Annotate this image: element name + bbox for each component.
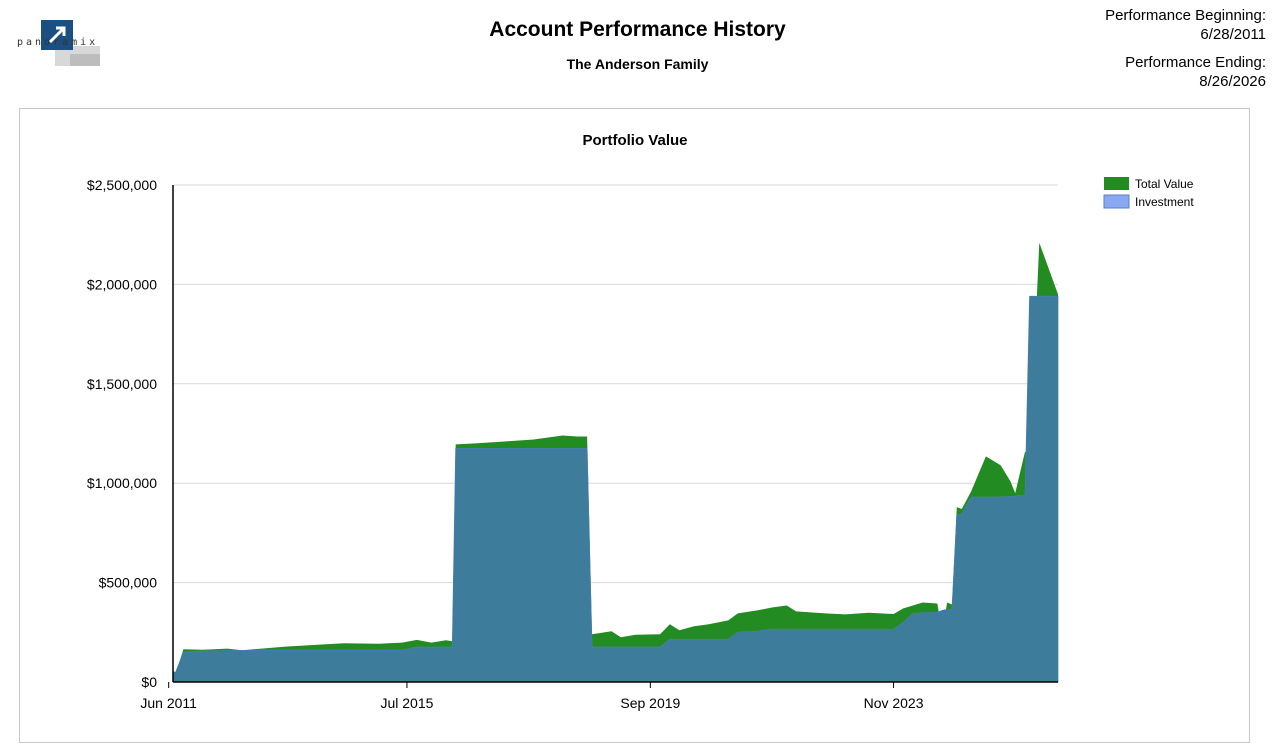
y-tick-label: $1,500,000 <box>87 376 157 392</box>
overlap-area <box>173 296 1058 682</box>
performance-ending-label: Performance Ending: <box>1125 54 1266 71</box>
y-tick-label: $1,000,000 <box>87 475 157 491</box>
performance-beginning-date: 6/28/2011 <box>1200 26 1266 43</box>
x-tick-label: Jul 2015 <box>380 695 433 711</box>
performance-ending: Performance Ending: 8/26/2026 <box>1125 53 1266 91</box>
legend-label-investment: Investment <box>1135 195 1194 209</box>
performance-ending-date: 8/26/2026 <box>1199 73 1266 90</box>
x-tick-label: Nov 2023 <box>864 695 924 711</box>
x-tick-label: Sep 2019 <box>620 695 680 711</box>
y-tick-label: $2,000,000 <box>87 276 157 292</box>
performance-beginning: Performance Beginning: 6/28/2011 <box>1105 6 1266 44</box>
performance-beginning-label: Performance Beginning: <box>1105 7 1266 24</box>
y-tick-label: $2,500,000 <box>87 177 157 193</box>
legend-label-total-value: Total Value <box>1135 177 1194 191</box>
chart-title: Portfolio Value <box>582 132 687 149</box>
chart-frame <box>19 108 1250 743</box>
logo-text: panoramix <box>17 37 99 48</box>
x-tick-label: Jun 2011 <box>140 695 197 711</box>
y-tick-label: $0 <box>141 674 157 690</box>
legend-swatch-investment <box>1103 194 1130 209</box>
report-subtitle: The Anderson Family <box>566 56 709 72</box>
panoramix-logo <box>41 20 100 66</box>
legend-swatch-total-value <box>1104 177 1129 190</box>
report-title: Account Performance History <box>489 18 786 41</box>
y-tick-label: $500,000 <box>99 575 158 591</box>
